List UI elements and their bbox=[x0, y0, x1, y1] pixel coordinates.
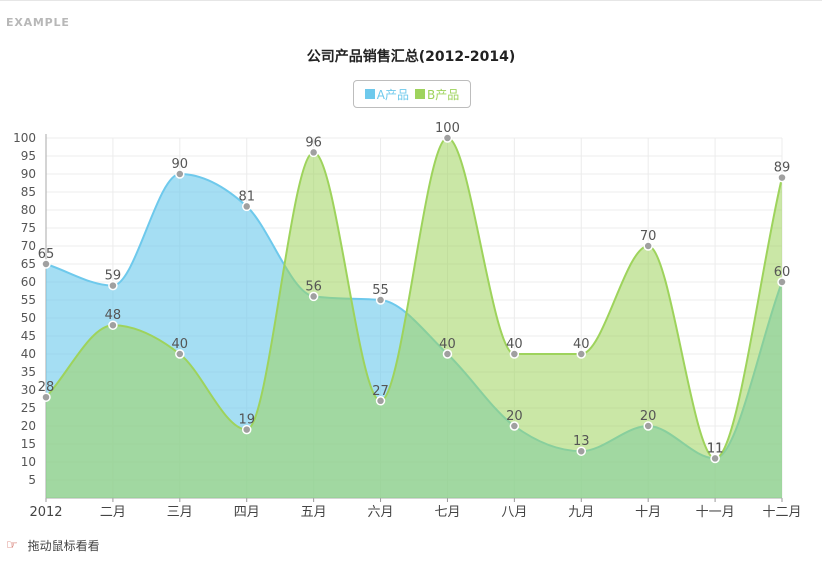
data-label: 100 bbox=[435, 121, 460, 136]
series-area-b bbox=[46, 138, 782, 498]
legend-item-a[interactable]: A产品 bbox=[364, 86, 409, 103]
data-label: 40 bbox=[573, 337, 590, 352]
data-point[interactable] bbox=[442, 349, 453, 359]
x-tick-label: 五月 bbox=[301, 505, 327, 520]
data-point[interactable] bbox=[41, 259, 51, 269]
data-point[interactable] bbox=[576, 446, 587, 456]
data-label: 55 bbox=[372, 283, 389, 298]
data-point[interactable] bbox=[241, 201, 252, 212]
x-tick-label: 2012 bbox=[29, 505, 62, 520]
y-tick-label: 5 bbox=[28, 473, 36, 487]
data-label: 65 bbox=[38, 247, 55, 262]
y-tick-label: 60 bbox=[21, 275, 36, 289]
chart-title: 公司产品销售汇总(2012-2014) bbox=[306, 49, 516, 65]
data-label: 96 bbox=[305, 135, 322, 150]
data-point[interactable] bbox=[576, 349, 587, 359]
y-tick-label: 45 bbox=[21, 329, 36, 343]
x-tick-label: 二月 bbox=[100, 505, 126, 520]
y-tick-label: 25 bbox=[21, 401, 36, 415]
data-label: 56 bbox=[305, 279, 322, 294]
data-label: 40 bbox=[439, 337, 456, 352]
data-point[interactable] bbox=[108, 280, 118, 291]
data-label: 28 bbox=[38, 380, 55, 395]
data-point[interactable] bbox=[308, 291, 319, 302]
data-label: 40 bbox=[172, 337, 189, 352]
legend-swatch-a bbox=[364, 89, 375, 99]
x-tick-label: 九月 bbox=[568, 505, 594, 520]
drag-hint-text: 拖动鼠标看看 bbox=[27, 539, 100, 553]
example-tag: EXAMPLE bbox=[6, 16, 70, 29]
data-point[interactable] bbox=[41, 392, 51, 402]
legend-swatch-b bbox=[414, 89, 425, 99]
data-label: 81 bbox=[238, 189, 255, 204]
x-tick-label: 六月 bbox=[368, 505, 394, 520]
data-point[interactable] bbox=[375, 396, 386, 406]
top-divider bbox=[0, 0, 822, 1]
x-tick-label: 七月 bbox=[434, 505, 460, 520]
data-point[interactable] bbox=[710, 453, 720, 464]
y-tick-label: 50 bbox=[21, 311, 36, 325]
x-tick-label: 八月 bbox=[501, 505, 527, 520]
x-tick-label: 三月 bbox=[167, 505, 193, 520]
y-tick-label: 100 bbox=[13, 131, 36, 145]
data-label: 48 bbox=[105, 308, 122, 323]
data-label: 27 bbox=[372, 384, 389, 399]
data-point[interactable] bbox=[509, 349, 520, 359]
data-point[interactable] bbox=[777, 172, 787, 183]
chart-legend: A产品 B产品 bbox=[353, 80, 471, 108]
data-label: 11 bbox=[707, 441, 724, 456]
pointing-hand-icon: ☞ bbox=[6, 538, 18, 553]
data-point[interactable] bbox=[375, 295, 386, 305]
x-tick-label: 四月 bbox=[234, 505, 260, 520]
data-point[interactable] bbox=[108, 320, 118, 330]
y-tick-label: 30 bbox=[21, 383, 36, 397]
series-line-b bbox=[45, 136, 783, 460]
data-label: 60 bbox=[774, 265, 791, 280]
legend-item-b[interactable]: B产品 bbox=[414, 86, 460, 103]
area-chart[interactable]: 5101520253035404550556065707580859095100… bbox=[0, 120, 822, 530]
data-point[interactable] bbox=[175, 169, 185, 179]
y-tick-label: 15 bbox=[21, 437, 36, 451]
data-label: 40 bbox=[506, 337, 523, 352]
x-tick-label: 十月 bbox=[635, 505, 661, 520]
data-label: 11 bbox=[707, 441, 724, 456]
y-tick-label: 80 bbox=[21, 203, 36, 217]
data-point[interactable] bbox=[509, 421, 520, 431]
x-tick-label: 十一月 bbox=[696, 505, 735, 520]
y-tick-label: 70 bbox=[21, 239, 36, 253]
data-label: 59 bbox=[105, 269, 122, 284]
data-label: 90 bbox=[172, 157, 189, 172]
y-tick-label: 55 bbox=[21, 293, 36, 307]
y-tick-label: 95 bbox=[21, 149, 36, 163]
data-label: 20 bbox=[506, 409, 523, 424]
y-tick-label: 75 bbox=[21, 221, 36, 235]
y-tick-label: 35 bbox=[21, 365, 36, 379]
data-point[interactable] bbox=[175, 349, 185, 359]
data-point[interactable] bbox=[643, 421, 653, 431]
data-label: 70 bbox=[640, 229, 657, 244]
y-tick-label: 65 bbox=[21, 257, 36, 271]
legend-label-a: A产品 bbox=[376, 87, 409, 102]
data-point[interactable] bbox=[643, 241, 653, 251]
data-label: 19 bbox=[238, 413, 255, 428]
y-tick-label: 40 bbox=[21, 347, 36, 361]
y-tick-label: 90 bbox=[21, 167, 36, 181]
data-label: 89 bbox=[774, 161, 791, 176]
y-tick-label: 85 bbox=[21, 185, 36, 199]
data-label: 13 bbox=[573, 434, 590, 449]
legend-label-b: B产品 bbox=[426, 87, 460, 102]
drag-hint: ☞ 拖动鼠标看看 bbox=[6, 537, 100, 554]
data-label: 20 bbox=[640, 409, 657, 424]
data-point[interactable] bbox=[442, 133, 453, 143]
data-point[interactable] bbox=[308, 147, 319, 158]
data-point[interactable] bbox=[241, 424, 252, 435]
data-point[interactable] bbox=[777, 277, 787, 287]
y-tick-label: 10 bbox=[21, 455, 36, 469]
y-tick-label: 20 bbox=[21, 419, 36, 433]
x-tick-label: 十二月 bbox=[762, 505, 801, 520]
